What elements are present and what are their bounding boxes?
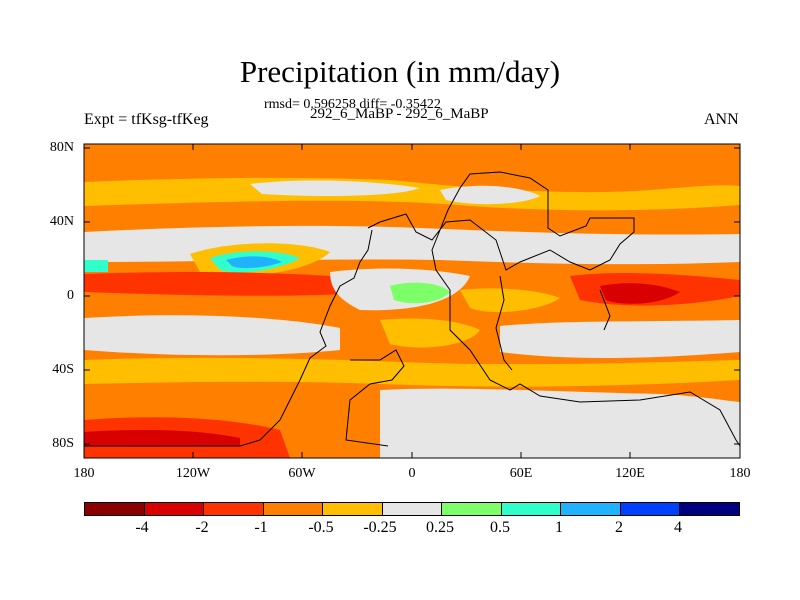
colorbar-swatch bbox=[382, 503, 443, 515]
colorbar-swatch bbox=[620, 503, 681, 515]
y-tick-label: 40S bbox=[52, 362, 74, 377]
y-tick-label: 40N bbox=[49, 214, 74, 229]
x-tick-label: 60E bbox=[509, 466, 533, 481]
plot-title: Precipitation (in mm/day) bbox=[239, 54, 561, 89]
colorbar-swatch bbox=[442, 503, 502, 515]
coastline-africa bbox=[495, 275, 513, 371]
colorbar-swatch bbox=[263, 503, 324, 515]
y-tick-label: 80S bbox=[52, 436, 74, 451]
x-tick-label: 0 bbox=[408, 466, 416, 481]
region-much-drier-antarctica bbox=[84, 430, 240, 446]
region-wet-westpacific bbox=[84, 260, 108, 272]
coastline-maritime bbox=[599, 289, 611, 331]
region-drier-equator-pacific bbox=[84, 272, 380, 296]
region-neutral-antarctica bbox=[380, 388, 740, 458]
region-neutral-nafrica bbox=[440, 185, 540, 205]
colorbar-label: -0.25 bbox=[363, 519, 397, 536]
colorbar-swatch bbox=[144, 503, 205, 515]
colorbar-label: 2 bbox=[615, 519, 623, 536]
region-weak-wet-atlantic bbox=[390, 282, 450, 304]
coastline-south-atlantic bbox=[345, 349, 405, 447]
colorbar-swatch bbox=[561, 503, 621, 515]
colorbar-swatch bbox=[501, 503, 562, 515]
x-tick-label: 180 bbox=[73, 466, 95, 481]
season-label: ANN bbox=[704, 111, 739, 128]
colorbar-label: -1 bbox=[254, 519, 268, 536]
colorbar bbox=[84, 502, 740, 516]
rmsd-diff-stats: rmsd= 0.596258 diff= -0.35422 bbox=[264, 97, 441, 112]
region-weak-dry-africa bbox=[460, 288, 560, 313]
region-weak-dry-south-atlantic bbox=[380, 318, 480, 348]
colorbar-label: 0.25 bbox=[426, 519, 454, 536]
region-weak-dry-north bbox=[84, 177, 740, 211]
experiment-subtitle: 292_6_MaBP - 292_6_MaBP bbox=[310, 106, 489, 122]
x-tick-label: 120W bbox=[175, 466, 211, 481]
region-much-drier-maritime bbox=[600, 283, 680, 304]
colorbar-swatch bbox=[680, 503, 740, 515]
axis-ticks bbox=[83, 144, 741, 458]
colorbar-label: 0.5 bbox=[490, 519, 510, 536]
x-tick-label: 60W bbox=[288, 466, 316, 481]
map-fill-regions bbox=[84, 144, 740, 458]
y-tick-label: 80N bbox=[49, 140, 74, 155]
x-tick-label: 180 bbox=[729, 466, 751, 481]
colorbar-swatch bbox=[323, 503, 383, 515]
coastlines bbox=[84, 171, 741, 447]
colorbar-swatch bbox=[204, 503, 264, 515]
colorbar-label: -0.5 bbox=[308, 519, 334, 536]
experiment-label: Expt = tfKsg-tfKeg bbox=[84, 111, 209, 128]
colorbar-label: 4 bbox=[674, 519, 682, 536]
colorbar-label: -2 bbox=[195, 519, 209, 536]
region-neutral-subtropics-south bbox=[84, 315, 340, 356]
region-neutral-indian bbox=[500, 320, 740, 358]
colorbar-label: 1 bbox=[555, 519, 563, 536]
x-tick-label: 120E bbox=[615, 466, 645, 481]
colorbar-label: -4 bbox=[135, 519, 149, 536]
coastline-americas bbox=[84, 229, 373, 447]
region-wetter-pacific bbox=[226, 256, 282, 269]
coastline-eastern-hemisphere bbox=[367, 171, 741, 447]
y-tick-label: 0 bbox=[67, 288, 74, 303]
region-neutral-north bbox=[250, 180, 420, 196]
region-weak-dry-south bbox=[84, 357, 740, 387]
colorbar-swatch bbox=[85, 503, 145, 515]
